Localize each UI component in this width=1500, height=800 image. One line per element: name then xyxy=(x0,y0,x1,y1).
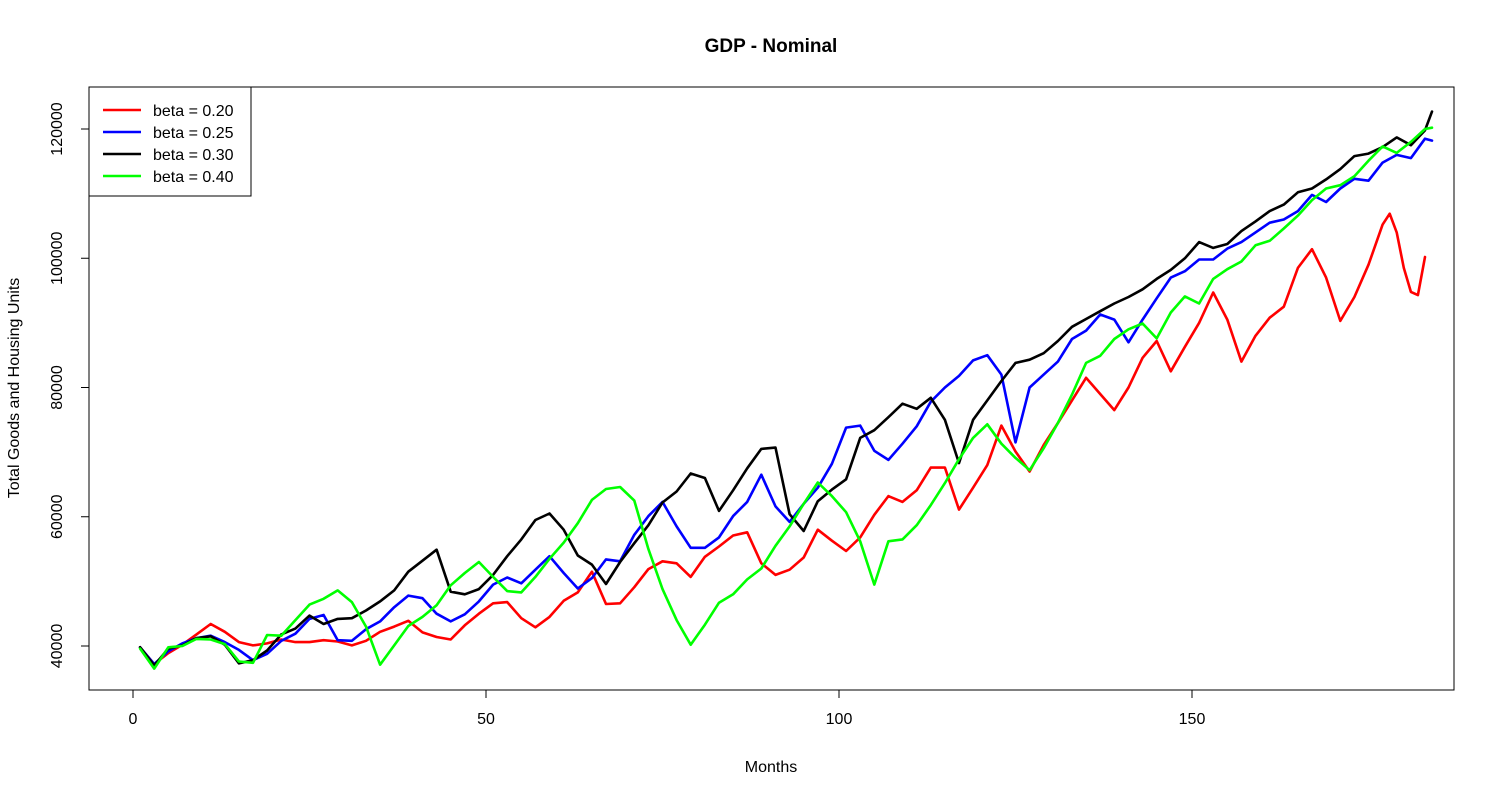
legend-label-1: beta = 0.20 xyxy=(153,103,234,120)
series-line-1 xyxy=(138,212,1427,666)
legend-label-3: beta = 0.30 xyxy=(153,147,234,164)
chart-title: GDP - Nominal xyxy=(705,36,838,57)
series-line-3 xyxy=(138,110,1434,667)
x-axis-label: Months xyxy=(745,759,797,776)
plot-frame xyxy=(88,86,1455,691)
x-axis: 0 50 100 150 xyxy=(129,689,1206,728)
y-tick-label: 40000 xyxy=(49,624,66,669)
series-line-2 xyxy=(138,137,1434,666)
y-tick-label: 120000 xyxy=(49,102,66,155)
y-axis: 40000 60000 80000 100000 120000 xyxy=(49,102,90,669)
x-tick-label: 100 xyxy=(826,711,853,728)
x-tick-label: 150 xyxy=(1179,711,1206,728)
legend-box xyxy=(88,86,252,197)
y-tick-label: 60000 xyxy=(49,494,66,539)
series-group xyxy=(138,110,1434,670)
y-tick-label: 100000 xyxy=(49,231,66,284)
legend: beta = 0.20 beta = 0.25 beta = 0.30 beta = … xyxy=(88,86,252,197)
x-tick-label: 0 xyxy=(129,711,138,728)
legend-label-2: beta = 0.25 xyxy=(153,125,234,142)
legend-label-4: beta = 0.40 xyxy=(153,169,234,186)
y-tick-label: 80000 xyxy=(49,365,66,410)
x-tick-label: 50 xyxy=(477,711,495,728)
y-axis-label: Total Goods and Housing Units xyxy=(6,278,23,499)
series-line-4 xyxy=(138,126,1434,670)
